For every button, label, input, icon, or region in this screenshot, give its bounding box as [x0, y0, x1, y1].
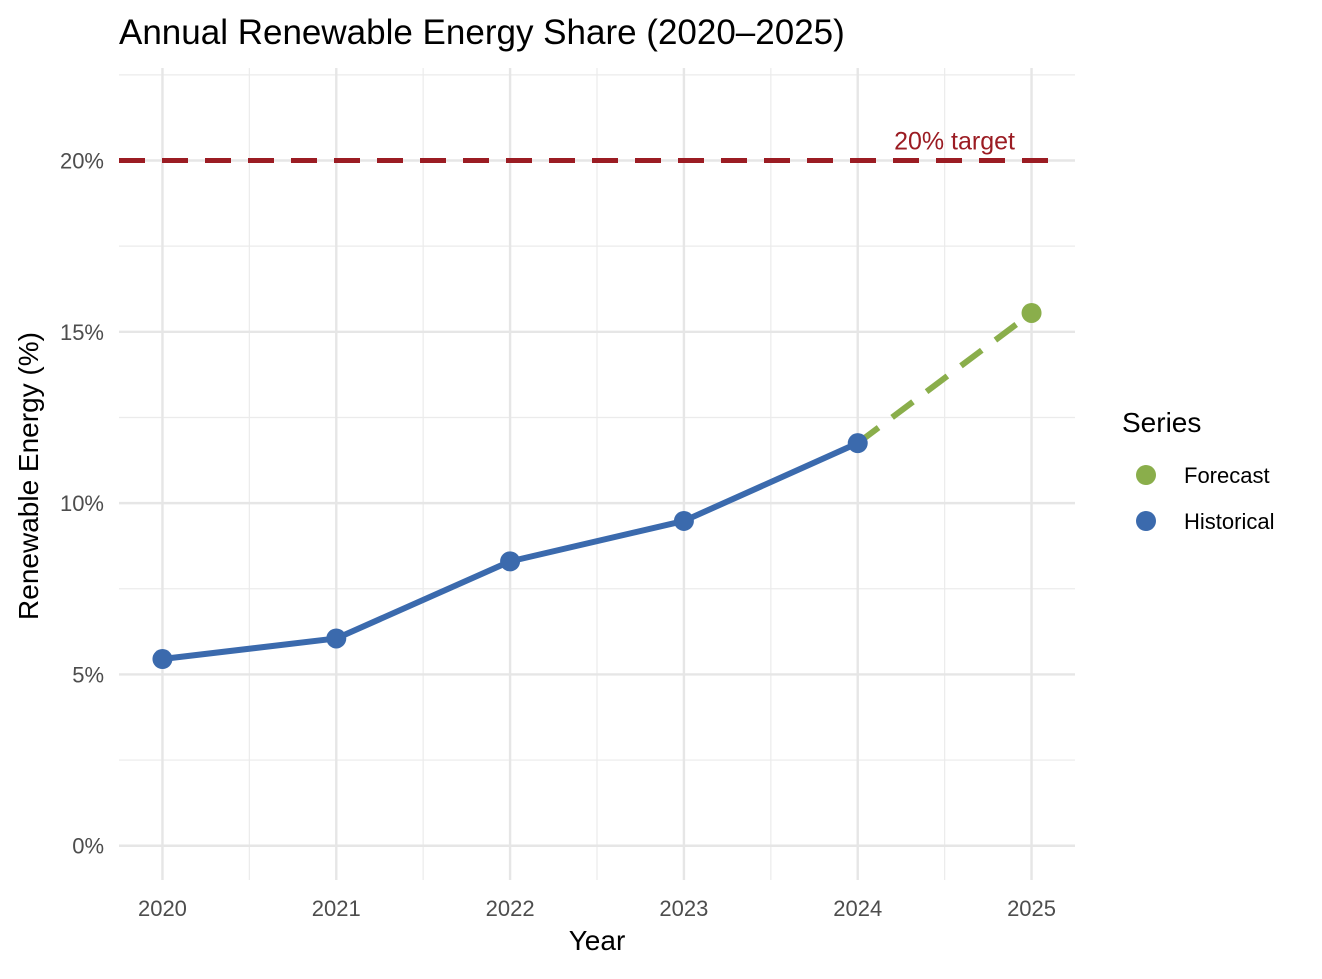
historical-point: [500, 551, 521, 572]
historical-point: [673, 510, 694, 531]
series-group: [152, 302, 1042, 670]
x-tick-label: 2022: [486, 896, 535, 921]
chart-title: Annual Renewable Energy Share (2020–2025…: [119, 13, 845, 52]
y-tick-label: 20%: [60, 149, 104, 174]
forecast-point: [1021, 302, 1042, 323]
x-axis-title: Year: [569, 925, 626, 956]
forecast-line: [855, 310, 1034, 446]
legend-label-historical: Historical: [1184, 509, 1274, 534]
legend-marker-historical: [1136, 511, 1156, 531]
x-tick-label: 2023: [659, 896, 708, 921]
historical-point: [326, 628, 347, 649]
target-label: 20% target: [894, 128, 1015, 156]
y-tick-label: 0%: [72, 834, 104, 859]
x-tick-label: 2025: [1007, 896, 1056, 921]
y-tick-label: 15%: [60, 320, 104, 345]
axes: 2020 2021 2022 2023 2024 2025 0% 5% 10% 15% 20%: [60, 149, 1056, 921]
y-tick-label: 10%: [60, 491, 104, 516]
y-axis-title: Renewable Energy (%): [13, 332, 44, 620]
legend: Series Forecast Historical: [1122, 407, 1274, 534]
reference-line-group: 20% target: [119, 128, 1053, 164]
y-tick-label: 5%: [72, 662, 104, 687]
legend-marker-forecast: [1136, 465, 1156, 485]
legend-label-forecast: Forecast: [1184, 463, 1270, 488]
historical-point: [847, 433, 868, 454]
grid: [119, 68, 1075, 880]
x-tick-label: 2020: [138, 896, 187, 921]
legend-title: Series: [1122, 407, 1201, 438]
x-tick-label: 2021: [312, 896, 361, 921]
x-tick-label: 2024: [833, 896, 882, 921]
historical-point: [152, 649, 173, 670]
